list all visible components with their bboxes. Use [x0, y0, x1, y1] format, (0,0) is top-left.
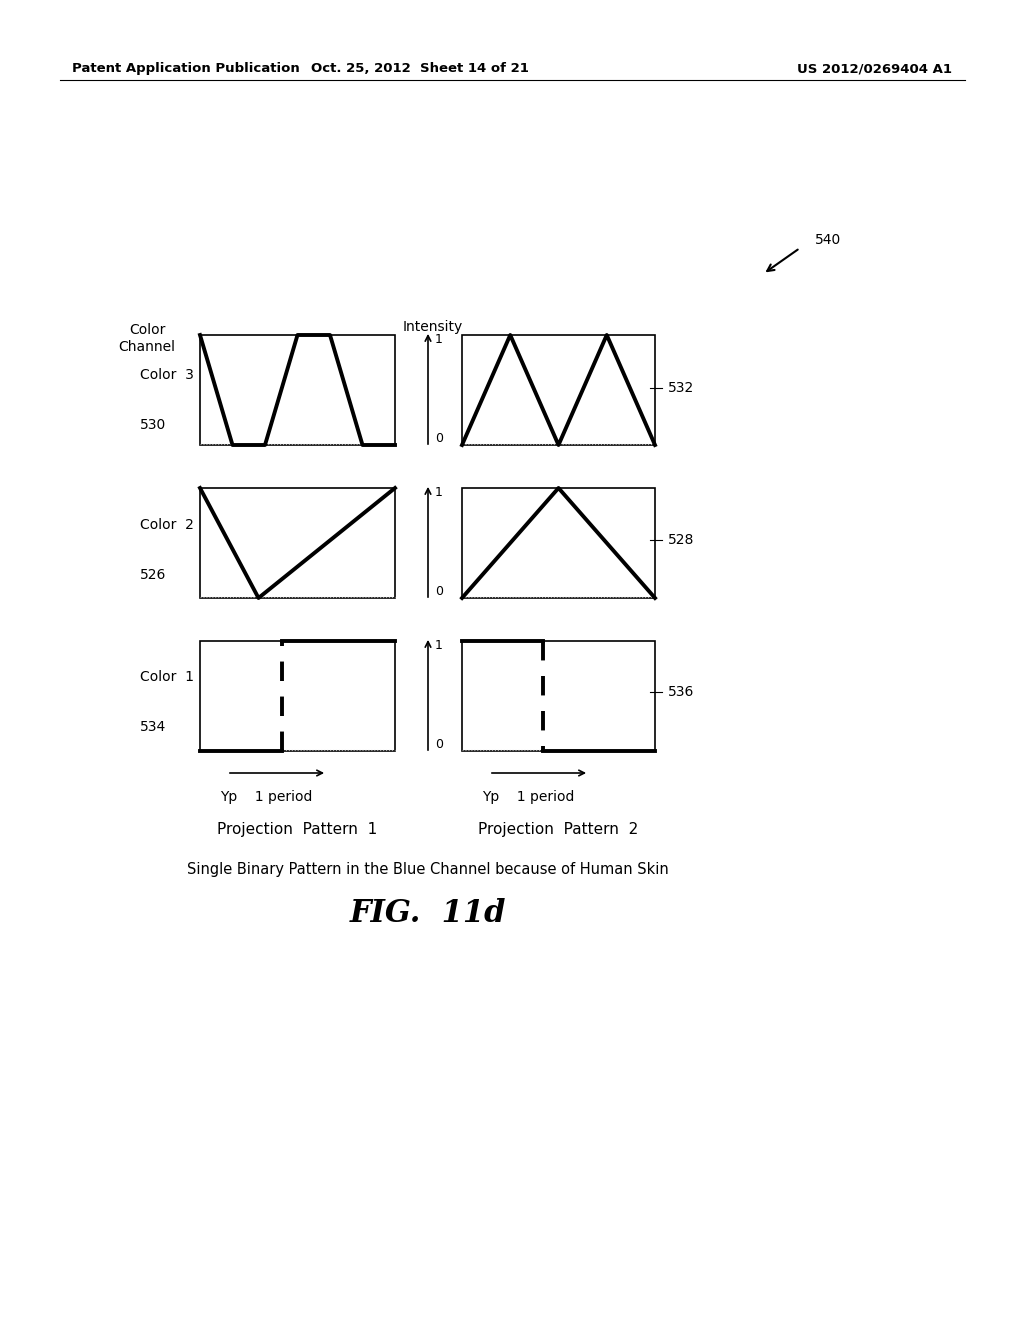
Text: 530: 530	[140, 418, 166, 432]
Text: Single Binary Pattern in the Blue Channel because of Human Skin: Single Binary Pattern in the Blue Channe…	[187, 862, 669, 876]
Text: 528: 528	[668, 533, 694, 546]
Text: Yp    1 period: Yp 1 period	[220, 789, 312, 804]
Text: 1: 1	[435, 639, 442, 652]
Text: 0: 0	[435, 585, 443, 598]
Text: 0: 0	[435, 738, 443, 751]
Text: 0: 0	[435, 432, 443, 445]
Text: Color  3: Color 3	[140, 368, 194, 381]
Text: Color  1: Color 1	[140, 671, 194, 684]
Text: Intensity: Intensity	[402, 319, 463, 334]
Text: Projection  Pattern  2: Projection Pattern 2	[478, 822, 638, 837]
Text: Color
Channel: Color Channel	[119, 323, 175, 354]
Text: Yp    1 period: Yp 1 period	[482, 789, 574, 804]
Text: 540: 540	[815, 234, 842, 247]
Text: 534: 534	[140, 719, 166, 734]
Text: 532: 532	[668, 381, 694, 395]
Text: Patent Application Publication: Patent Application Publication	[72, 62, 300, 75]
Text: Color  2: Color 2	[140, 517, 194, 532]
Text: 1: 1	[435, 486, 442, 499]
Text: US 2012/0269404 A1: US 2012/0269404 A1	[797, 62, 952, 75]
Text: FIG.  11d: FIG. 11d	[350, 898, 506, 929]
Text: 536: 536	[668, 685, 694, 700]
Text: 526: 526	[140, 568, 166, 582]
Text: 1: 1	[435, 333, 442, 346]
Text: Projection  Pattern  1: Projection Pattern 1	[217, 822, 377, 837]
Text: Oct. 25, 2012  Sheet 14 of 21: Oct. 25, 2012 Sheet 14 of 21	[311, 62, 529, 75]
